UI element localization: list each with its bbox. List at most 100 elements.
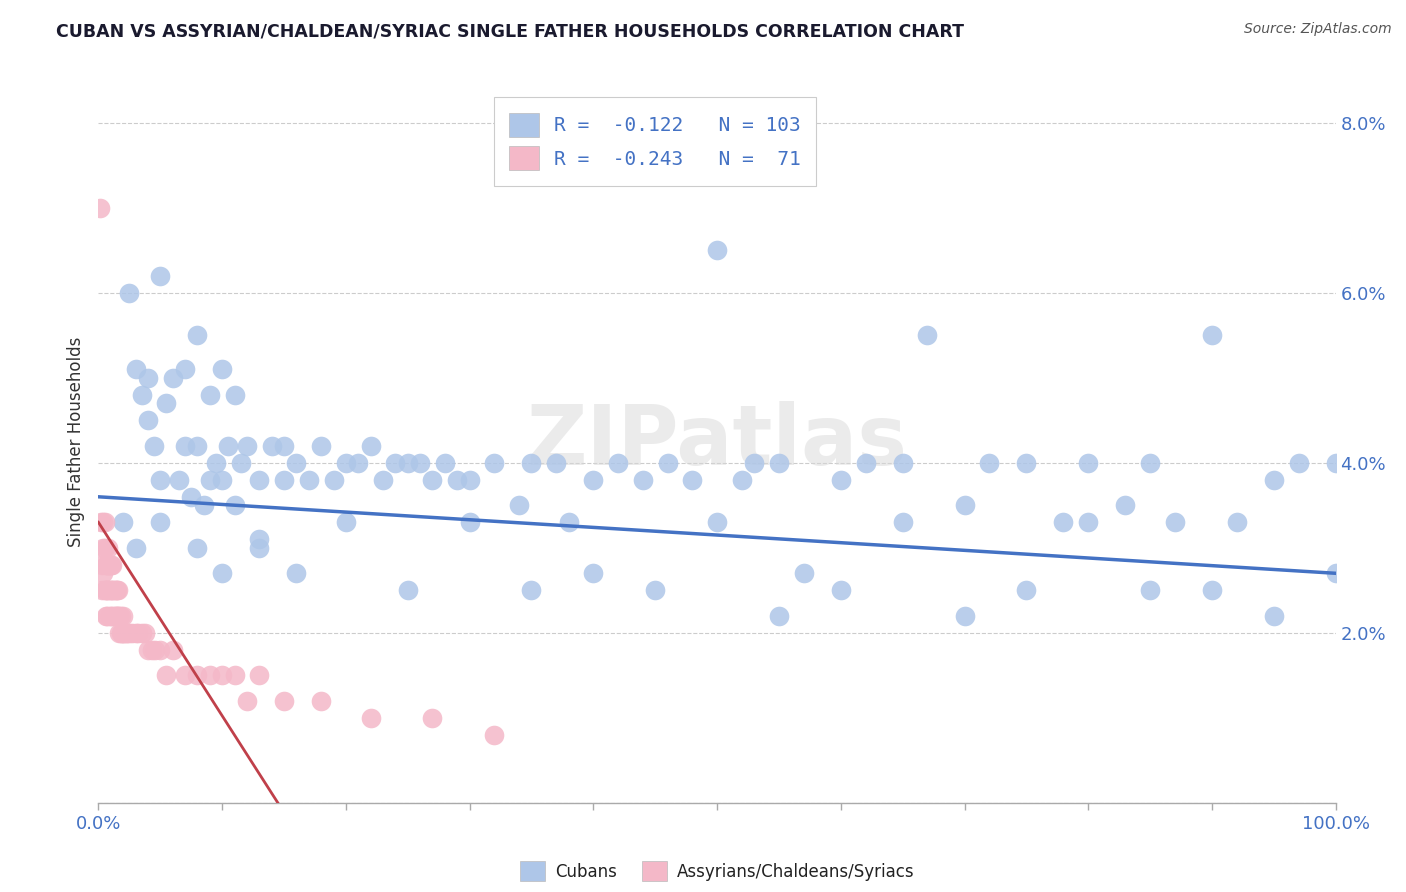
- Point: [105, 583, 128, 598]
- Point: [229, 456, 252, 470]
- Point: [104, 583, 127, 598]
- Point: [681, 473, 703, 487]
- Point: [260, 439, 283, 453]
- Point: [1077, 456, 1099, 470]
- Point: [247, 668, 270, 682]
- Point: [211, 668, 233, 682]
- Point: [1077, 516, 1099, 530]
- Point: [94, 558, 117, 572]
- Point: [285, 566, 308, 581]
- Point: [93, 516, 115, 530]
- Point: [105, 608, 128, 623]
- Point: [97, 583, 120, 598]
- Point: [186, 668, 208, 682]
- Point: [582, 566, 605, 581]
- Point: [1201, 328, 1223, 343]
- Point: [162, 371, 184, 385]
- Point: [93, 541, 115, 555]
- Point: [180, 490, 202, 504]
- Point: [205, 456, 228, 470]
- Point: [360, 439, 382, 453]
- Point: [768, 608, 790, 623]
- Point: [953, 498, 976, 512]
- Point: [247, 541, 270, 555]
- Point: [114, 625, 136, 640]
- Point: [1324, 566, 1347, 581]
- Point: [371, 473, 394, 487]
- Point: [96, 608, 118, 623]
- Point: [247, 473, 270, 487]
- Point: [582, 473, 605, 487]
- Point: [103, 583, 125, 598]
- Point: [110, 608, 132, 623]
- Point: [98, 608, 121, 623]
- Point: [247, 533, 270, 547]
- Point: [107, 583, 129, 598]
- Point: [112, 625, 135, 640]
- Y-axis label: Single Father Households: Single Father Households: [66, 336, 84, 547]
- Point: [108, 608, 131, 623]
- Point: [322, 473, 344, 487]
- Point: [121, 625, 143, 640]
- Point: [1114, 498, 1136, 512]
- Point: [768, 456, 790, 470]
- Point: [141, 642, 163, 657]
- Point: [607, 456, 630, 470]
- Point: [396, 456, 419, 470]
- Point: [484, 456, 506, 470]
- Point: [131, 625, 153, 640]
- Point: [186, 541, 208, 555]
- Point: [94, 583, 117, 598]
- Point: [458, 516, 481, 530]
- Point: [1263, 608, 1285, 623]
- Point: [508, 498, 530, 512]
- Point: [118, 625, 141, 640]
- Point: [1052, 516, 1074, 530]
- Point: [198, 668, 221, 682]
- Point: [979, 456, 1001, 470]
- Point: [335, 456, 357, 470]
- Point: [193, 498, 215, 512]
- Point: [149, 516, 172, 530]
- Point: [953, 608, 976, 623]
- Point: [917, 328, 939, 343]
- Legend: Cubans, Assyrians/Chaldeans/Syriacs: Cubans, Assyrians/Chaldeans/Syriacs: [513, 855, 921, 888]
- Point: [96, 558, 118, 572]
- Point: [91, 558, 114, 572]
- Point: [149, 268, 172, 283]
- Point: [149, 642, 172, 657]
- Point: [211, 362, 233, 376]
- Point: [104, 608, 127, 623]
- Point: [830, 583, 852, 598]
- Point: [103, 583, 125, 598]
- Point: [143, 642, 166, 657]
- Point: [224, 498, 246, 512]
- Point: [127, 625, 149, 640]
- Point: [236, 694, 259, 708]
- Point: [458, 473, 481, 487]
- Point: [110, 625, 132, 640]
- Point: [1288, 456, 1310, 470]
- Point: [186, 328, 208, 343]
- Point: [90, 516, 112, 530]
- Point: [309, 439, 332, 453]
- Point: [143, 439, 166, 453]
- Point: [347, 456, 370, 470]
- Point: [155, 396, 177, 410]
- Point: [217, 439, 239, 453]
- Point: [644, 583, 666, 598]
- Point: [174, 439, 197, 453]
- Point: [396, 583, 419, 598]
- Point: [124, 625, 146, 640]
- Point: [211, 566, 233, 581]
- Point: [136, 371, 159, 385]
- Point: [422, 473, 444, 487]
- Point: [103, 608, 125, 623]
- Point: [167, 473, 190, 487]
- Point: [124, 541, 146, 555]
- Point: [742, 456, 765, 470]
- Point: [97, 558, 120, 572]
- Point: [174, 668, 197, 682]
- Point: [446, 473, 468, 487]
- Point: [149, 473, 172, 487]
